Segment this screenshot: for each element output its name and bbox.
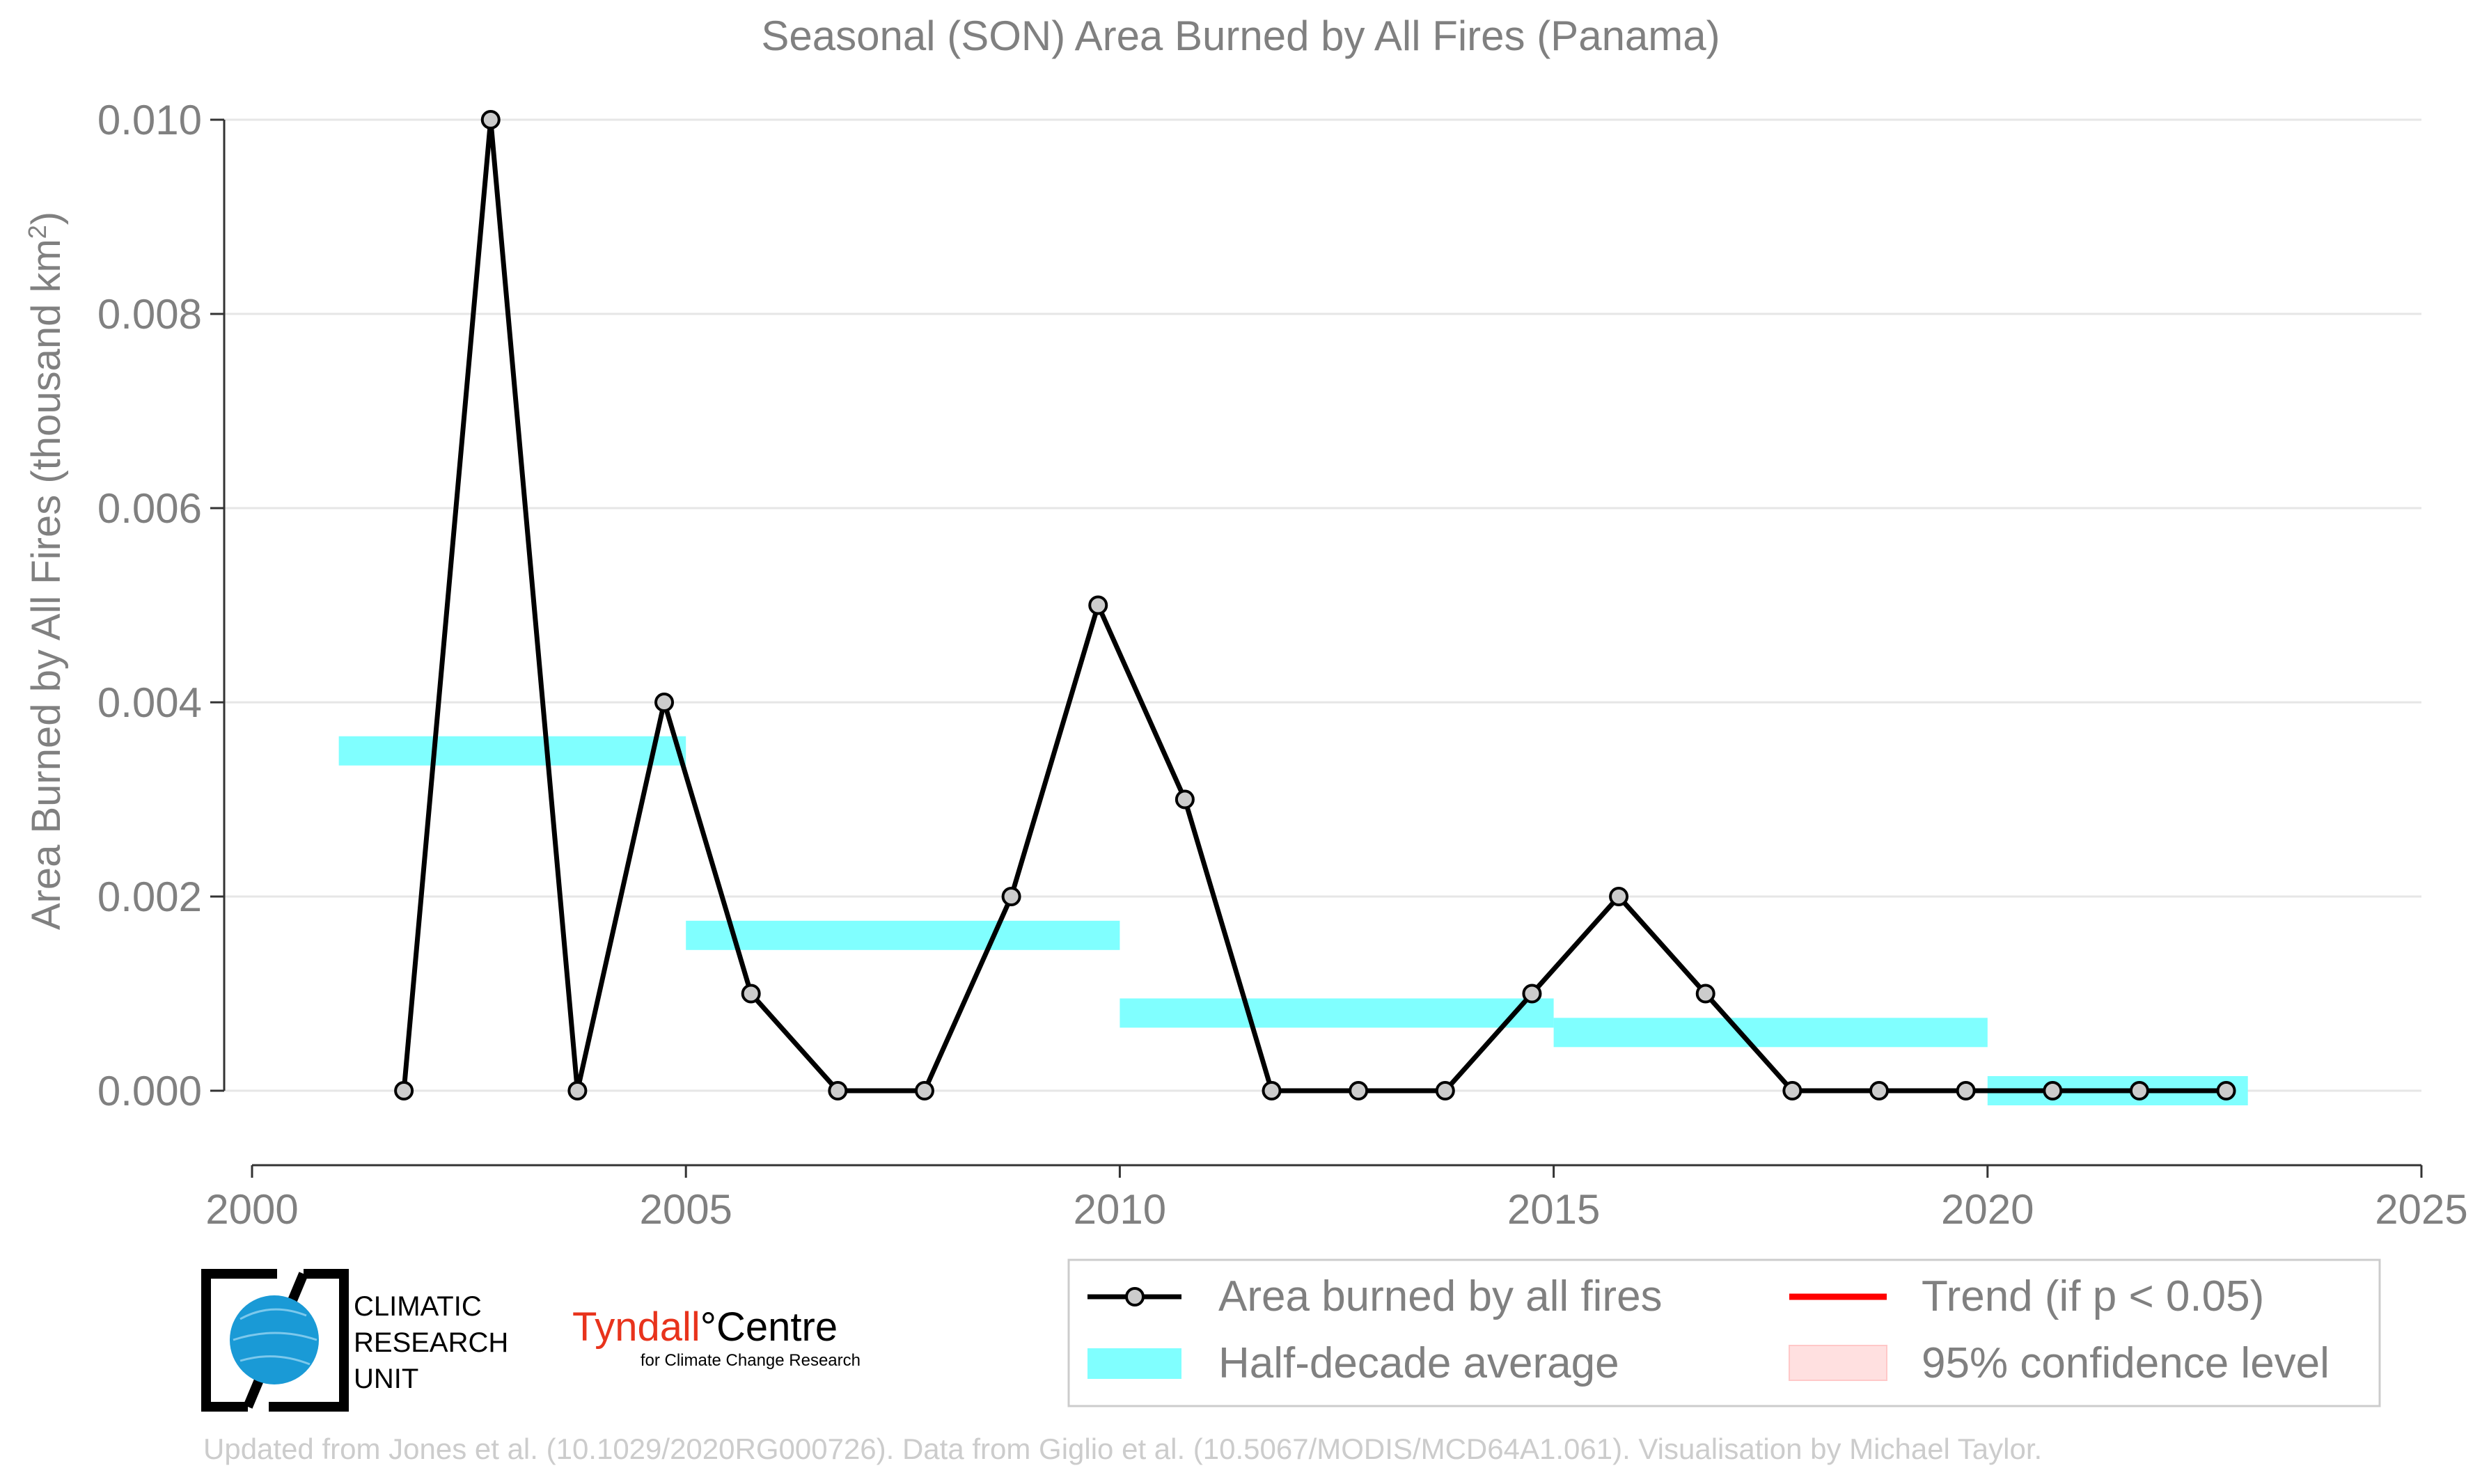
x-tick-label: 2005	[639, 1186, 732, 1233]
data-point	[1695, 984, 1715, 1004]
data-point	[1262, 1081, 1282, 1100]
y-axis-label-main: Area Burned by All Fires (thousand km	[24, 239, 69, 930]
y-axis-label: Area Burned by All Fires (thousand km2)	[23, 212, 70, 930]
cru-logo-frame	[201, 1269, 349, 1412]
half-decade-bar	[1553, 1018, 1988, 1048]
legend-ci-symbol	[1789, 1345, 1887, 1381]
legend: Area burned by all fires Trend (if p < 0…	[1067, 1258, 2381, 1407]
data-point	[1609, 887, 1629, 906]
data-point	[394, 1081, 414, 1100]
y-tick-label: 0.004	[97, 679, 202, 726]
x-tick-label: 2020	[1941, 1186, 2034, 1233]
legend-label-line: Area burned by all fires	[1218, 1272, 1663, 1320]
x-tick-label: 2015	[1507, 1186, 1600, 1233]
data-point	[1088, 595, 1108, 615]
legend-avg-symbol	[1087, 1348, 1181, 1379]
y-tick-label: 0.000	[97, 1068, 202, 1114]
data-point	[1435, 1081, 1455, 1100]
data-point	[1869, 1081, 1889, 1100]
cru-logo: CLIMATIC RESEARCH UNIT	[201, 1269, 508, 1412]
legend-marker-symbol	[1125, 1287, 1145, 1307]
cru-logo-line1: CLIMATIC	[354, 1291, 482, 1322]
x-tick-label: 2025	[2375, 1186, 2467, 1233]
tyndall-name-a: Tyndall	[572, 1304, 700, 1350]
half-decade-bar	[686, 920, 1120, 950]
tyndall-logo-name: Tyndall°Centre	[572, 1304, 838, 1350]
half-decade-bars	[338, 736, 2248, 1105]
legend-label-avg: Half-decade average	[1218, 1339, 1619, 1387]
cru-logo-line3: UNIT	[354, 1364, 418, 1394]
data-point	[1956, 1081, 1976, 1100]
data-point	[741, 984, 761, 1004]
data-point	[2043, 1081, 2063, 1100]
globe-icon-swirl	[233, 1308, 317, 1366]
data-point	[1175, 789, 1195, 810]
chart-title: Seasonal (SON) Area Burned by All Fires …	[761, 13, 1720, 59]
tyndall-logo: Tyndall°Centre for Climate Change Resear…	[572, 1304, 861, 1370]
half-decade-bar	[1120, 998, 1554, 1028]
data-point	[654, 693, 675, 712]
y-axis: 0.000 0.002 0.004 0.006 0.008 0.010	[97, 97, 226, 1114]
y-tick-label: 0.008	[97, 291, 202, 338]
x-tick-label: 2000	[205, 1186, 298, 1233]
data-point	[1349, 1081, 1369, 1100]
data-point	[567, 1081, 588, 1100]
tyndall-logo-tagline: for Climate Change Research	[641, 1351, 861, 1370]
data-point	[2216, 1081, 2236, 1100]
series-line	[401, 117, 2226, 1094]
data-point	[828, 1081, 848, 1100]
tyndall-degree: °	[700, 1304, 716, 1350]
legend-label-trend: Trend (if p < 0.05)	[1922, 1272, 2264, 1320]
data-point	[1522, 984, 1542, 1004]
data-series	[394, 110, 2236, 1100]
y-tick-label: 0.006	[97, 485, 202, 532]
cru-logo-line2: RESEARCH	[354, 1327, 508, 1358]
grid-lines	[224, 118, 2421, 1092]
data-point	[914, 1081, 934, 1100]
tyndall-name-b: Centre	[716, 1304, 838, 1350]
half-decade-bar	[338, 736, 686, 766]
legend-label-ci: 95% confidence level	[1922, 1339, 2330, 1387]
data-point	[1782, 1081, 1802, 1100]
footer-credit: Updated from Jones et al. (10.1029/2020R…	[203, 1432, 2042, 1465]
globe-icon	[230, 1295, 319, 1384]
data-point	[1001, 887, 1021, 906]
data-point	[480, 110, 501, 129]
legend-frame	[1067, 1258, 2381, 1407]
x-axis: 2000 2005 2010 2015 2020 2025	[205, 1164, 2468, 1233]
data-point	[2129, 1081, 2149, 1100]
y-tick-label: 0.002	[97, 874, 202, 920]
y-axis-label-sup: 2	[23, 225, 52, 239]
y-tick-label: 0.010	[97, 97, 202, 143]
y-axis-label-end: )	[24, 212, 69, 225]
x-tick-label: 2010	[1074, 1186, 1166, 1233]
